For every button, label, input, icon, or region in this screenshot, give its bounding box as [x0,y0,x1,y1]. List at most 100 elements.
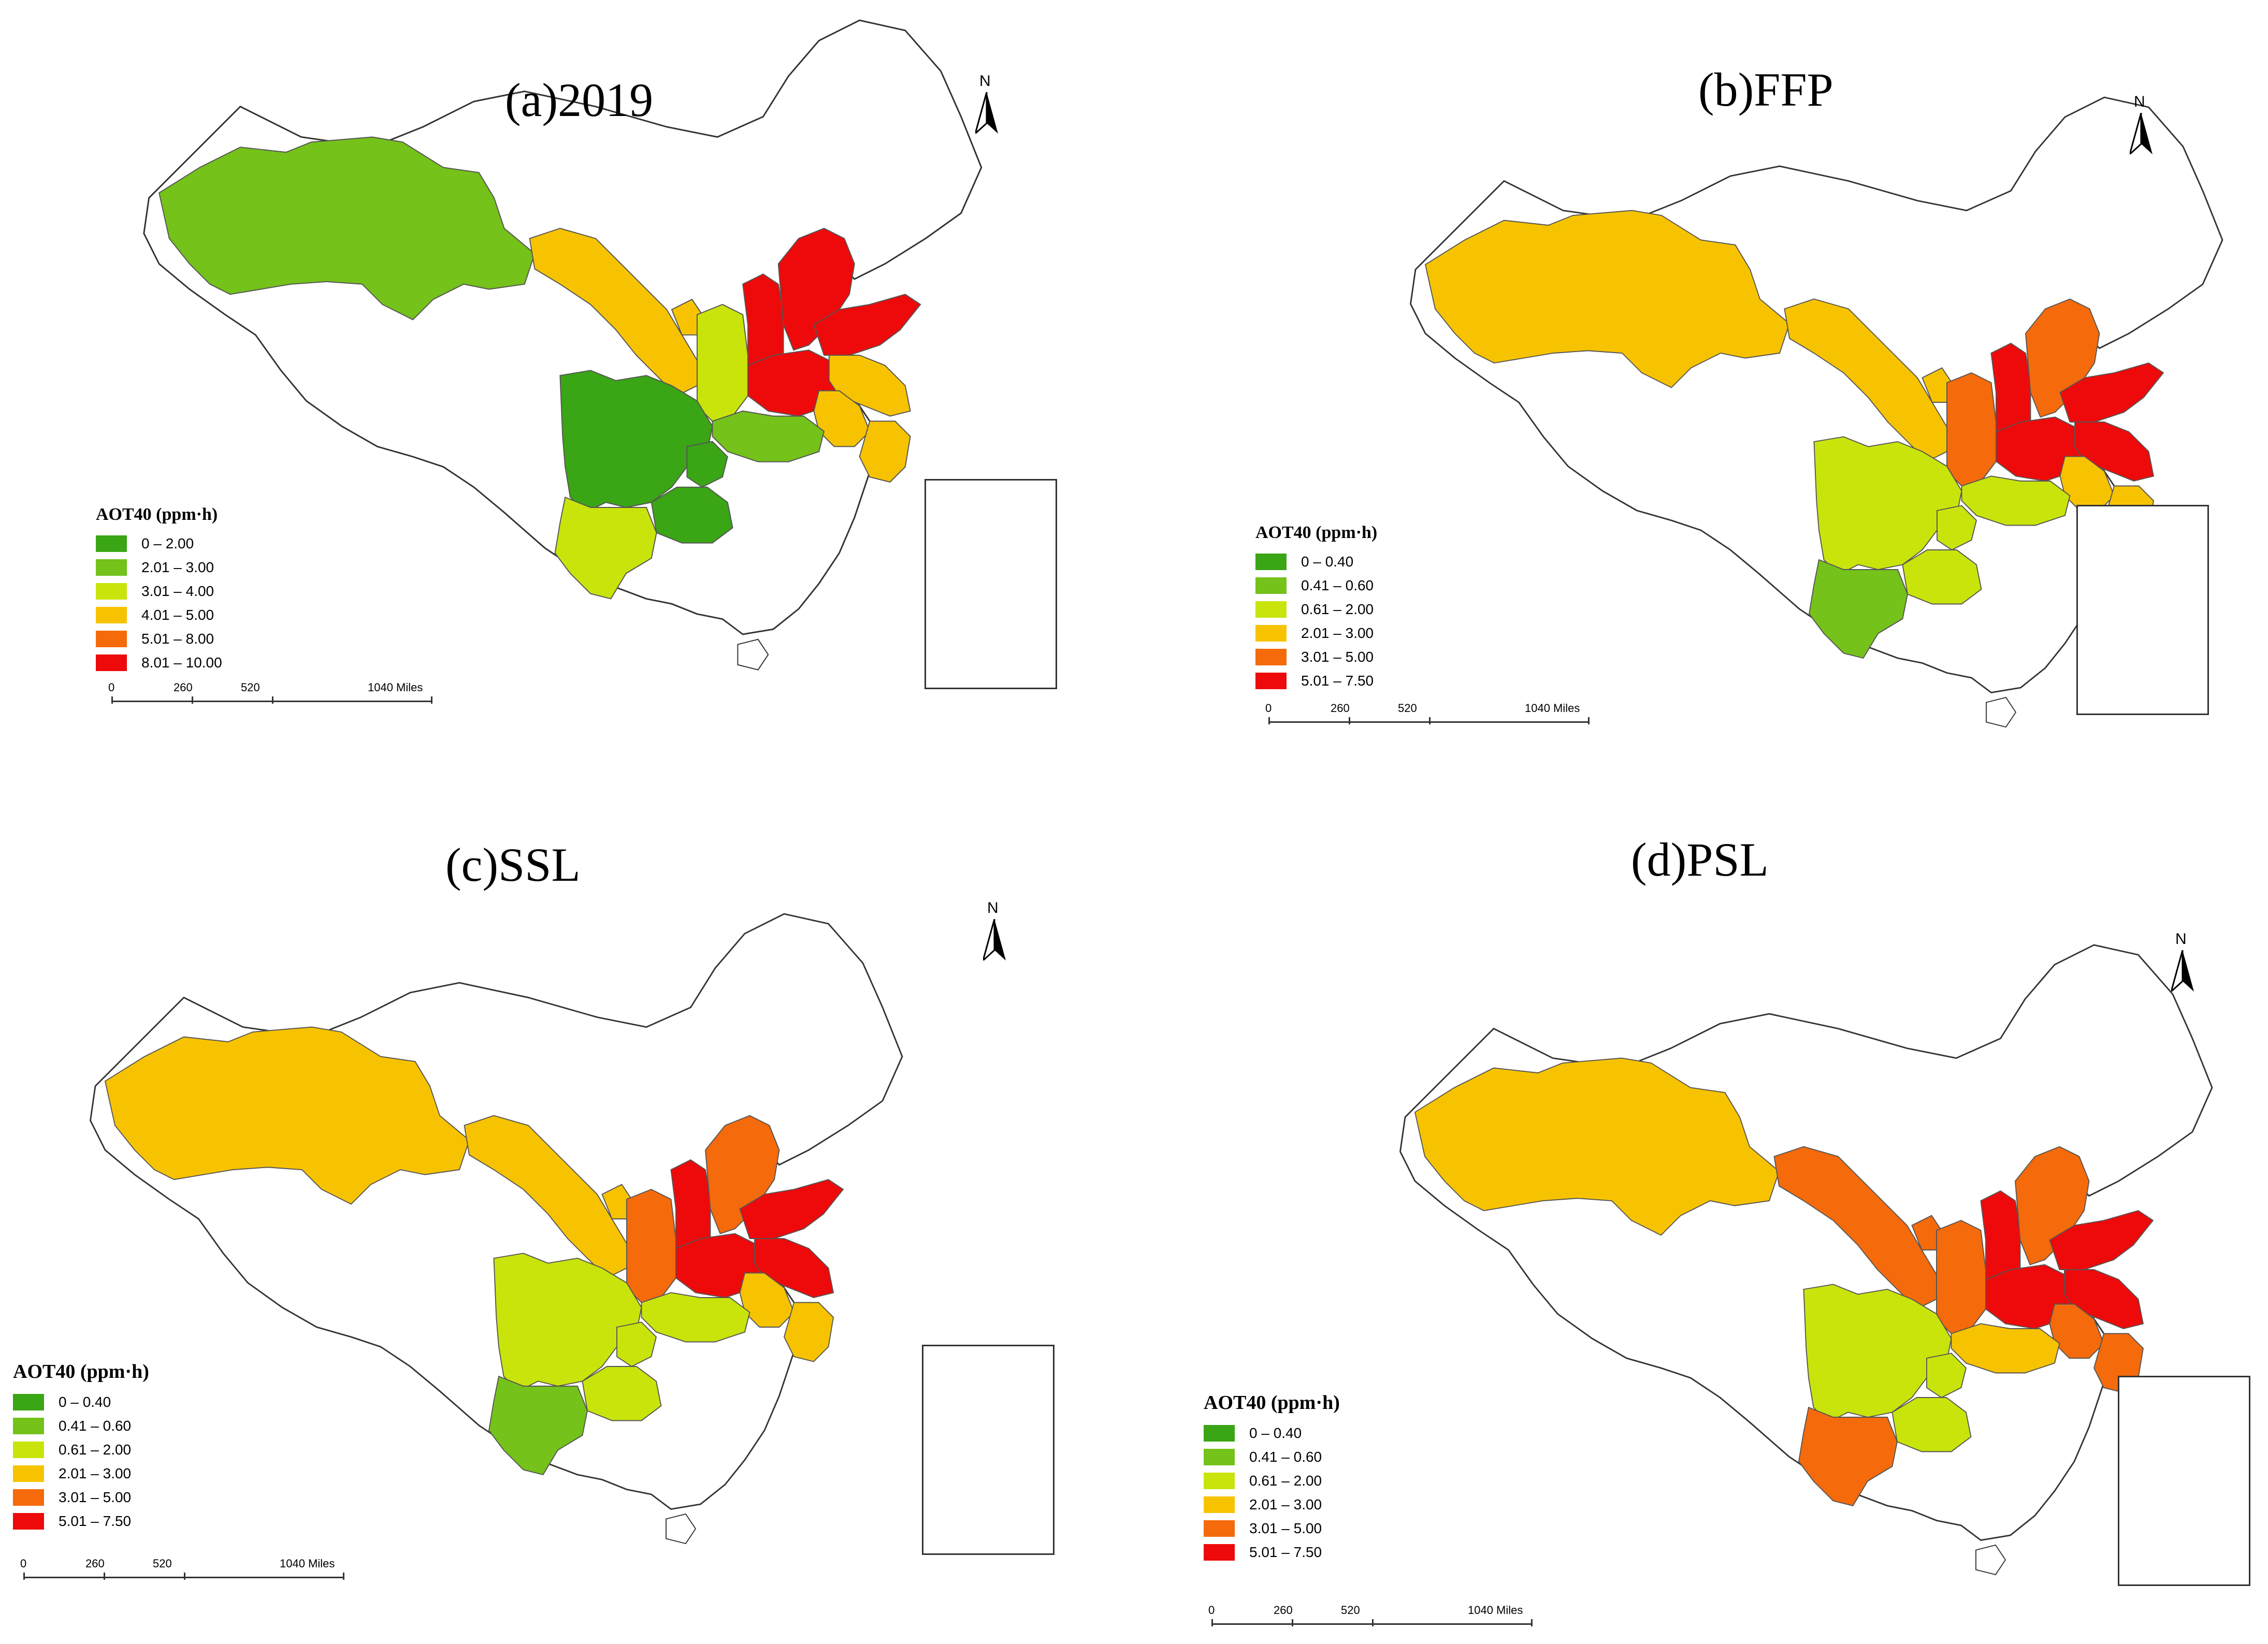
legend-swatch [1204,1520,1235,1537]
legend-swatch [1204,1449,1235,1465]
province-chongqing [616,1321,657,1367]
north-label: N [2175,930,2187,948]
legend-item: 5.01 – 7.50 [1204,1540,1340,1564]
province-guizhou [1891,1397,1972,1452]
south-china-sea-inset [2076,505,2209,715]
legend-label: 0.61 – 2.00 [59,1442,132,1458]
scale-label: 1040 Miles [280,1557,335,1570]
province-hubei [1951,1323,2060,1374]
legend-swatch [13,1418,44,1434]
legend-swatch [1204,1425,1235,1442]
legend-item: 0.41 – 0.60 [13,1414,149,1438]
province-guizhou [1902,549,1982,605]
legend: AOT40 (ppm·h) 0 – 0.40 0.41 – 0.60 0.61 … [1255,523,1377,693]
legend-swatch [1204,1544,1235,1561]
legend-item: 0.41 – 0.60 [1255,574,1377,598]
legend-item: 0.61 – 2.00 [13,1438,149,1462]
north-label: N [987,899,999,916]
legend-label: 0 – 2.00 [141,535,194,551]
legend-item: 0.61 – 2.00 [1204,1469,1340,1493]
province-yunnan [1798,1406,1898,1507]
province-jiangsu [2064,1269,2144,1329]
legend-label: 0 – 0.40 [1249,1425,1302,1441]
province-chongqing [1926,1352,1967,1399]
scale-label: 0 [1208,1604,1215,1617]
province-xinjiang [1414,1057,1780,1236]
legend-label: 5.01 – 7.50 [59,1513,132,1529]
hainan-island [666,1513,697,1545]
legend: AOT40 (ppm·h) 0 – 2.00 2.01 – 3.00 3.01 … [96,505,222,675]
legend-item: 3.01 – 5.00 [13,1486,149,1509]
legend-swatch [1255,649,1287,665]
legend-item: 0.61 – 2.00 [1255,598,1377,621]
province-jiangsu [754,1238,834,1298]
north-arrow-icon: N [2120,93,2162,155]
south-china-sea-inset [922,1345,1054,1555]
legend-label: 5.01 – 7.50 [1301,673,1374,689]
scale-label: 520 [153,1557,172,1570]
legend-item: 8.01 – 10.00 [96,651,222,675]
legend-swatch [13,1489,44,1506]
map-layer [1410,96,2223,728]
province-zhejiang [783,1302,834,1362]
legend-item: 2.01 – 3.00 [13,1462,149,1486]
legend-swatch [96,583,127,600]
province-shaanxi [697,303,748,422]
panel-title: (c)SSL [445,838,581,891]
legend-item: 0 – 0.40 [1255,550,1377,574]
province-xinjiang [104,1026,470,1205]
china-map-b [1410,96,2223,728]
legend-label: 3.01 – 5.00 [1301,649,1374,665]
legend-item: 0 – 0.40 [13,1390,149,1414]
legend-swatch [13,1442,44,1458]
china-map-c [90,913,903,1545]
legend-swatch [1255,577,1287,594]
legend-label: 5.01 – 8.00 [141,631,214,647]
legend-title: AOT40 (ppm·h) [1255,523,1378,542]
panel-title: (a)2019 [505,74,654,126]
map-panel-b: (b)FFP N AOT40 (ppm·h) 0 – 0.40 0.41 – 0… [1134,0,2268,822]
scale-label: 260 [1274,1604,1293,1617]
scale-bar: 0 260 520 1040 Miles [1265,702,1590,733]
legend-label: 0.61 – 2.00 [1301,601,1374,617]
province-shaanxi [1936,1219,1986,1334]
province-hubei [712,410,825,462]
legend-item: 3.01 – 4.00 [96,579,222,603]
scale-label: 0 [20,1557,27,1570]
north-arrow-icon: N [2162,930,2203,993]
province-yunnan [1808,559,1908,659]
province-hubei [1961,475,2071,526]
scale-label: 1040 Miles [1468,1604,1523,1617]
legend-label: 2.01 – 3.00 [1301,625,1374,641]
legend-swatch [96,607,127,623]
legend-item: 5.01 – 7.50 [13,1509,149,1533]
legend-swatch [96,631,127,647]
legend-item: 0.41 – 0.60 [1204,1445,1340,1469]
legend-item: 0 – 2.00 [96,532,222,556]
map-panel-d: (d)PSL N AOT40 (ppm·h) 0 – 0.40 0.41 – 0… [1134,822,2268,1644]
scale-label: 520 [1341,1604,1360,1617]
legend: AOT40 (ppm·h) 0 – 0.40 0.41 – 0.60 0.61 … [13,1360,149,1533]
legend-label: 0 – 0.40 [1301,554,1354,570]
legend-title: AOT40 (ppm·h) [96,505,218,524]
legend-item: 2.01 – 3.00 [96,556,222,579]
province-guizhou [651,486,733,544]
province-sichuan [1803,1284,1952,1423]
province-jiangsu [828,355,911,417]
province-yunnan [554,497,657,600]
legend: AOT40 (ppm·h) 0 – 0.40 0.41 – 0.60 0.61 … [1204,1391,1340,1564]
legend-label: 2.01 – 3.00 [141,559,214,575]
scale-label: 0 [1265,702,1272,715]
province-anhui [739,1272,795,1328]
legend-label: 2.01 – 3.00 [59,1465,132,1481]
map-layer [90,913,903,1545]
map-panel-c: (c)SSL N AOT40 (ppm·h) 0 – 0.40 0.41 – 0… [0,822,1134,1644]
province-sichuan [493,1253,642,1392]
province-anhui [2049,1303,2105,1359]
legend-swatch [1255,625,1287,642]
legend-label: 8.01 – 10.00 [141,654,222,671]
scale-label: 1040 Miles [1525,702,1580,715]
legend-swatch [1204,1496,1235,1513]
legend-swatch [96,535,127,552]
legend-label: 0.61 – 2.00 [1249,1473,1322,1489]
